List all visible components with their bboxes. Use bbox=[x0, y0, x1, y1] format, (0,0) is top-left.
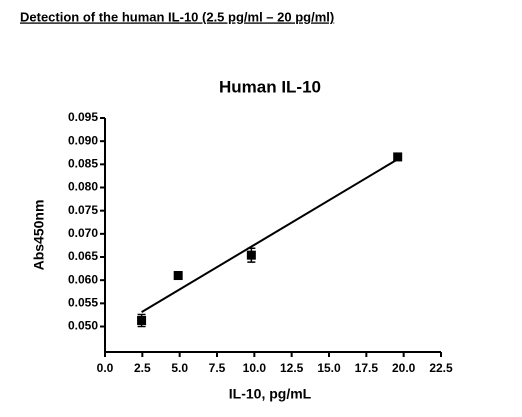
x-axis-label: IL-10, pg/mL bbox=[229, 386, 312, 402]
y-tick-label: 0.095 bbox=[68, 110, 98, 124]
y-tick-label: 0.075 bbox=[68, 203, 98, 217]
x-tick-label: 5.0 bbox=[171, 361, 188, 375]
y-tick-label: 0.065 bbox=[68, 249, 98, 263]
y-tick-label: 0.085 bbox=[68, 157, 98, 171]
heading: Detection of the human IL-10 (2.5 pg/ml … bbox=[20, 9, 334, 24]
x-tick-label: 10.0 bbox=[243, 361, 267, 375]
marker bbox=[246, 250, 256, 260]
x-tick-label: 12.5 bbox=[280, 361, 304, 375]
y-tick-label: 0.090 bbox=[68, 133, 98, 147]
x-tick-label: 2.5 bbox=[134, 361, 151, 375]
y-tick-label: 0.060 bbox=[68, 272, 98, 286]
x-tick-label: 17.5 bbox=[355, 361, 379, 375]
fit-line bbox=[141, 158, 399, 314]
marker bbox=[393, 152, 403, 162]
y-tick-label: 0.055 bbox=[68, 296, 98, 310]
x-tick-label: 22.5 bbox=[429, 361, 453, 375]
marker bbox=[173, 271, 183, 281]
y-tick-label: 0.080 bbox=[68, 180, 98, 194]
y-tick-label: 0.050 bbox=[68, 319, 98, 333]
chart-title: Human IL-10 bbox=[219, 77, 321, 96]
x-tick-label: 0.0 bbox=[97, 361, 114, 375]
x-tick-label: 20.0 bbox=[392, 361, 416, 375]
y-tick-label: 0.070 bbox=[68, 226, 98, 240]
y-axis-label: Abs450nm bbox=[31, 200, 47, 271]
x-tick-label: 15.0 bbox=[317, 361, 341, 375]
x-tick-label: 7.5 bbox=[209, 361, 226, 375]
marker bbox=[137, 315, 147, 325]
